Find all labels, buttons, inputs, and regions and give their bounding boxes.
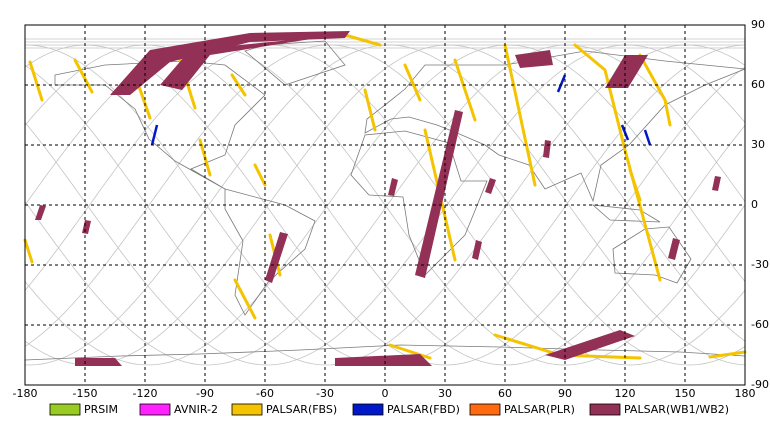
x-tick-label: 150 — [675, 387, 696, 400]
y-tick-label: -90 — [751, 378, 769, 391]
x-tick-label: -30 — [316, 387, 334, 400]
legend-swatch — [49, 403, 81, 416]
map-frame — [24, 24, 746, 386]
x-tick-label: -180 — [13, 387, 38, 400]
antarctica — [24, 344, 746, 361]
greenland — [244, 40, 346, 86]
x-tick-label: 0 — [382, 387, 389, 400]
x-tick-label: -120 — [133, 387, 158, 400]
legend-label: AVNIR-2 — [174, 403, 218, 416]
x-tick-label: 90 — [558, 387, 572, 400]
x-tick-label: 120 — [615, 387, 636, 400]
indonesia — [591, 204, 661, 223]
legend-label: PALSAR(PLR) — [504, 403, 575, 416]
legend: PRSIM AVNIR-2 PALSAR(FBS) PALSAR(FBD) PALSAR… — [49, 403, 729, 416]
legend-swatch — [352, 403, 384, 416]
palsar-wb-swaths — [35, 31, 721, 366]
x-tick-label: 60 — [498, 387, 512, 400]
y-tick-label: -30 — [751, 258, 769, 271]
y-tick-label: -60 — [751, 318, 769, 331]
legend-label: PRSIM — [84, 403, 118, 416]
x-tick-label: -60 — [256, 387, 274, 400]
y-tick-label: 30 — [751, 138, 765, 151]
africa — [350, 130, 488, 276]
axis-labels: -180 -150 -120 -90 -60 -30 0 30 60 90 120 150 180-90… — [13, 18, 769, 400]
legend-label: PALSAR(FBS) — [266, 403, 337, 416]
x-tick-label: 180 — [735, 387, 756, 400]
x-tick-label: -90 — [196, 387, 214, 400]
legend-label: PALSAR(WB1/WB2) — [624, 403, 729, 416]
australia — [612, 226, 692, 284]
legend-swatch — [139, 403, 171, 416]
y-tick-label: 0 — [751, 198, 758, 211]
palsar-fbs-swaths — [23, 33, 747, 360]
y-tick-label: 90 — [751, 18, 765, 31]
palsar-fbd-swaths — [150, 74, 652, 146]
south-america — [224, 188, 316, 316]
x-tick-label: -150 — [73, 387, 98, 400]
x-tick-label: 30 — [438, 387, 452, 400]
legend-swatch — [589, 403, 621, 416]
legend-swatch — [231, 403, 263, 416]
y-tick-label: 60 — [751, 78, 765, 91]
legend-swatch — [469, 403, 501, 416]
legend-label: PALSAR(FBD) — [387, 403, 460, 416]
